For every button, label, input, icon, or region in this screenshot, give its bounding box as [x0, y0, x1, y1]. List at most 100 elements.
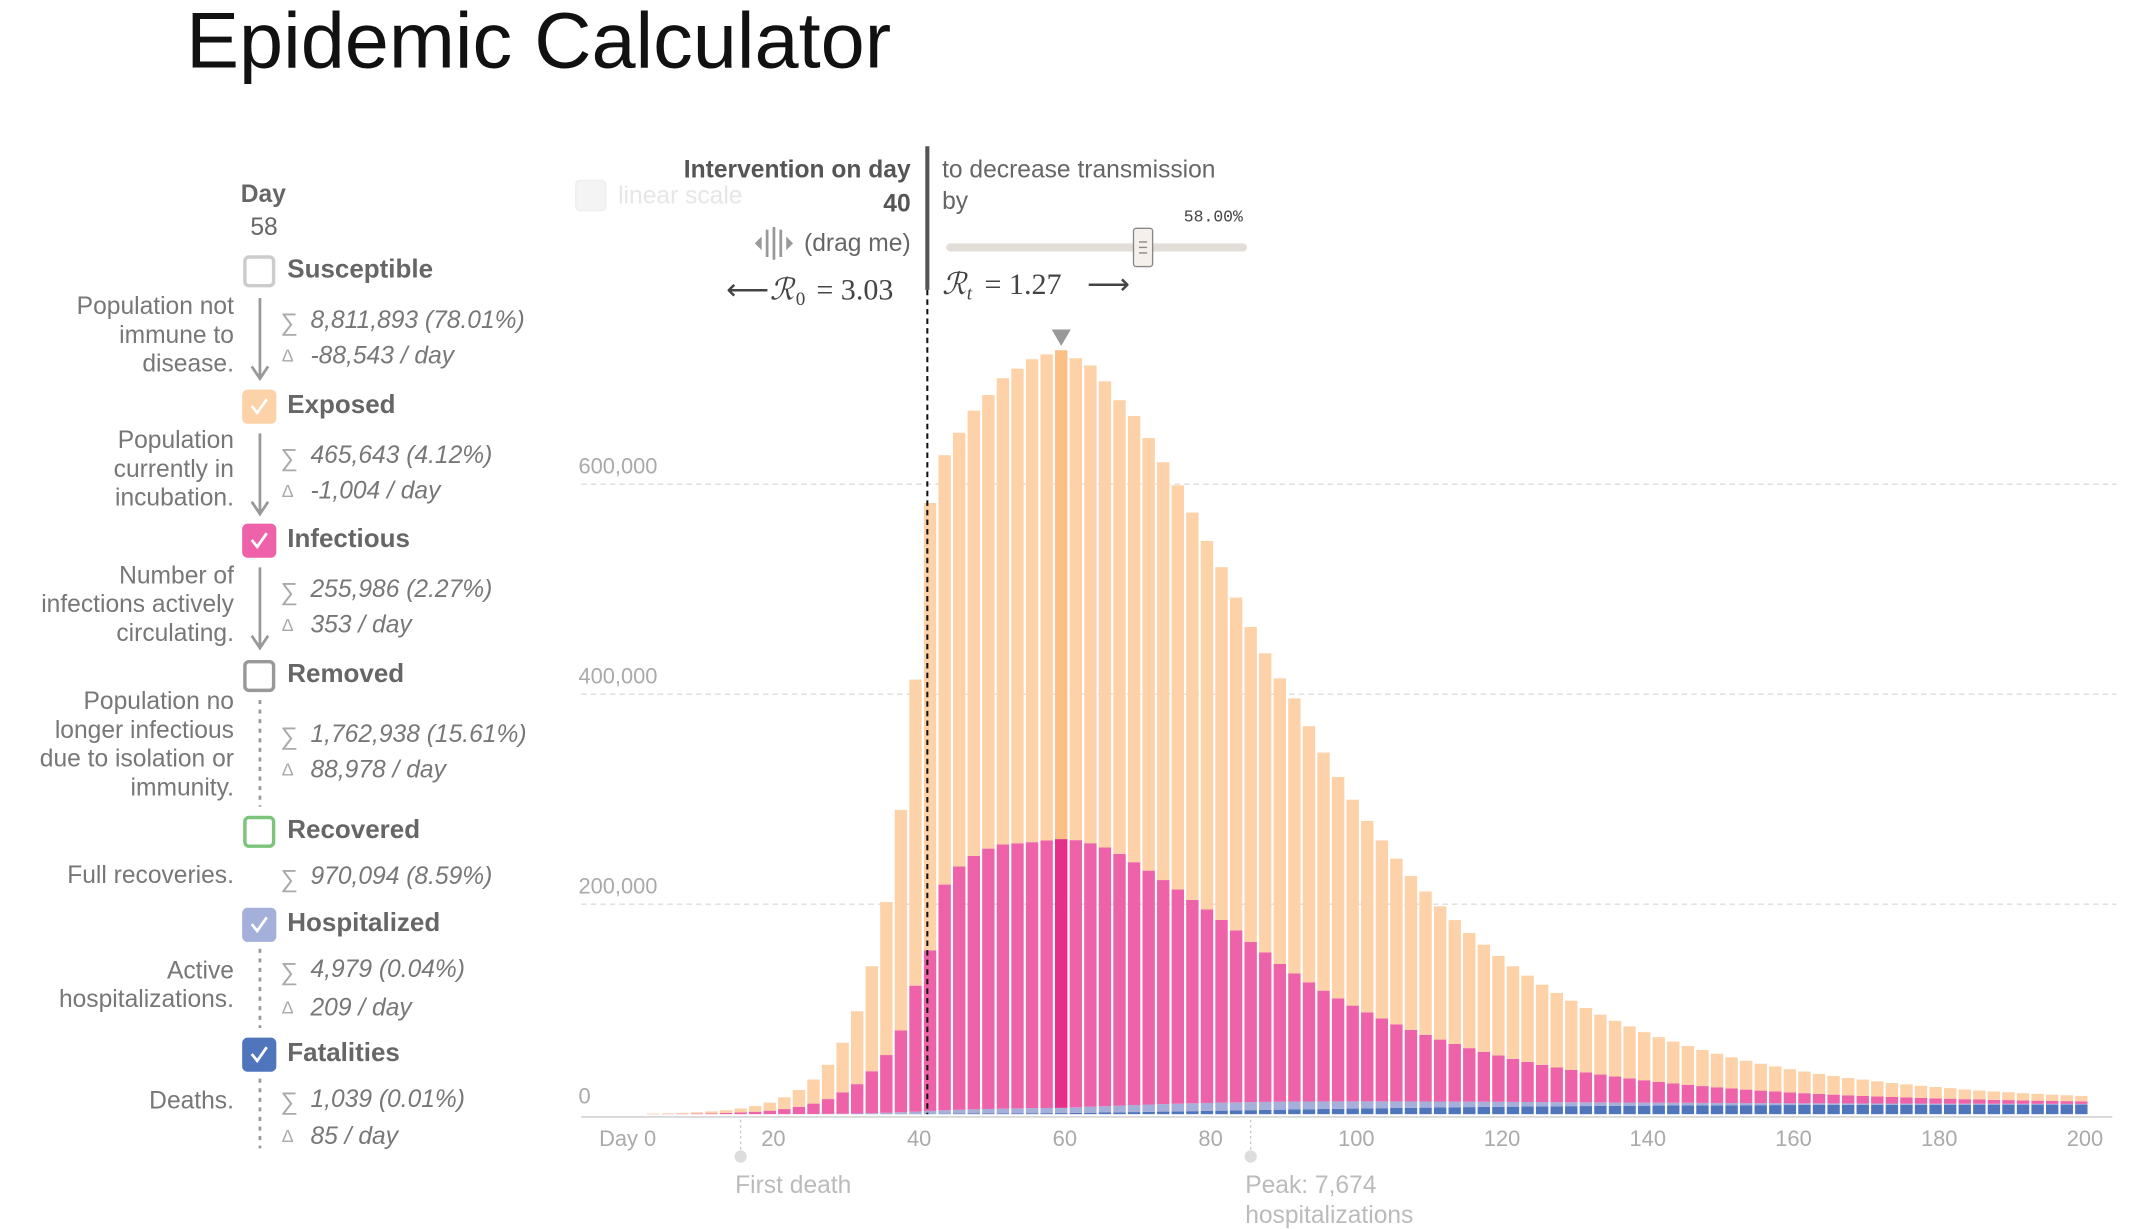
bar-segment [1084, 1106, 1097, 1113]
drag-icon[interactable] [754, 226, 794, 260]
compartment-change: 88,978 / day [311, 757, 448, 784]
checkbox[interactable] [242, 1037, 277, 1072]
bar-segment [1259, 1109, 1272, 1115]
compartment-name[interactable]: Hospitalized [287, 907, 440, 937]
day-label: Day [241, 181, 286, 208]
bar-segment [1288, 1109, 1301, 1115]
bar-segment [1142, 1111, 1155, 1115]
rt-symbol: ℛ [942, 267, 968, 301]
bar-segment [1550, 1067, 1563, 1103]
bar-segment [1142, 870, 1155, 1105]
bar-segment [1987, 1104, 2001, 1115]
checkmark[interactable] [250, 398, 268, 416]
bar-segment [1579, 1072, 1593, 1103]
x-tick-label: 20 [761, 1126, 785, 1151]
checkbox[interactable] [243, 659, 276, 693]
bar-segment [1200, 1102, 1214, 1111]
bar-segment [1521, 1101, 1534, 1107]
y-tick-label: 0 [578, 1084, 590, 1109]
bar-segment [1565, 1106, 1578, 1115]
bar-segment [719, 1113, 733, 1115]
checkbox[interactable] [243, 255, 276, 288]
compartment-name[interactable]: Fatalities [287, 1037, 400, 1067]
bar-segment [1084, 1112, 1097, 1115]
checkbox[interactable] [242, 523, 277, 558]
bar-segment [1725, 1088, 1738, 1103]
checkmark[interactable] [250, 916, 268, 934]
bar-segment [923, 1110, 937, 1114]
bar-segment [690, 1112, 704, 1114]
sum-icon: ∑ [280, 579, 298, 606]
bar-segment [1696, 1102, 1709, 1106]
bar-segment [1535, 984, 1549, 1065]
bar-segment [1827, 1094, 1840, 1104]
bar-segment [909, 679, 922, 986]
bar-segment [982, 395, 995, 849]
checkbox[interactable] [242, 907, 277, 942]
sum-icon: ∑ [280, 959, 298, 986]
bar-segment [1885, 1104, 1899, 1115]
selected-day-marker[interactable] [1051, 329, 1071, 346]
bar-segment [1404, 1029, 1418, 1102]
checkbox[interactable] [242, 389, 277, 424]
bar-segment [1637, 1105, 1651, 1115]
compartment-change: -1,004 / day [311, 478, 443, 505]
bar-segment [1696, 1086, 1709, 1103]
bar-segment [1346, 799, 1359, 1006]
bar-segment [734, 1112, 747, 1115]
bar-segment [1404, 1107, 1418, 1115]
compartment-name[interactable]: Exposed [287, 389, 395, 419]
bar-segment [1186, 1103, 1199, 1112]
bar-segment [1885, 1103, 1899, 1105]
bar-segment [1667, 1102, 1680, 1106]
bar-segment [1973, 1103, 1986, 1105]
compartment-name[interactable]: Susceptible [287, 254, 433, 284]
slider-track[interactable] [946, 243, 1247, 252]
compartment-change: 209 / day [310, 994, 414, 1021]
selected-day: 58 [250, 214, 277, 241]
bar-segment [705, 1113, 718, 1115]
bar-segment [1317, 1101, 1330, 1110]
flow-arrowhead [250, 634, 270, 651]
bar-segment [1798, 1071, 1811, 1094]
bar-segment [851, 1011, 864, 1085]
bar-segment [1127, 862, 1141, 1106]
bar-segment [953, 866, 966, 1110]
bar-segment [1229, 1110, 1243, 1115]
bar-segment [1550, 1102, 1563, 1107]
delta-icon: Δ [282, 760, 294, 780]
compartment-name[interactable]: Removed [287, 658, 404, 688]
bar-segment [1565, 1000, 1578, 1070]
sum-icon: ∑ [280, 445, 298, 472]
bar-segment [1579, 1106, 1593, 1115]
intervention-label: Intervention on day [684, 156, 911, 183]
bar-segment [1011, 843, 1024, 1109]
slider-thumb[interactable] [1132, 227, 1154, 268]
bar-segment [1652, 1102, 1665, 1106]
linear-scale-label[interactable]: linear scale [618, 182, 742, 209]
bar-segment [1492, 1106, 1505, 1115]
compartment-name[interactable]: Recovered [287, 814, 420, 844]
bar-segment [1987, 1103, 2001, 1105]
bar-segment [1783, 1069, 1797, 1093]
bar-segment [1200, 1110, 1214, 1115]
bar-segment [2075, 1103, 2088, 1105]
bar-segment [938, 1110, 951, 1114]
bar-segment [909, 985, 922, 1112]
checkbox[interactable] [243, 815, 276, 848]
bar-segment [1157, 462, 1170, 881]
bar-segment [2002, 1103, 2015, 1105]
bar-segment [996, 1113, 1010, 1115]
bar-segment [1448, 1107, 1461, 1115]
bar-segment [1055, 839, 1068, 1108]
linear-scale-checkbox[interactable] [575, 179, 607, 212]
bar-segment [1127, 415, 1141, 863]
checkmark[interactable] [250, 532, 268, 550]
bar-segment [982, 848, 995, 1109]
compartment-name[interactable]: Infectious [287, 523, 410, 553]
bar-segment [1725, 1105, 1738, 1115]
bar-segment [1987, 1091, 2001, 1100]
checkmark[interactable] [250, 1046, 268, 1064]
bar-segment [1798, 1103, 1811, 1106]
